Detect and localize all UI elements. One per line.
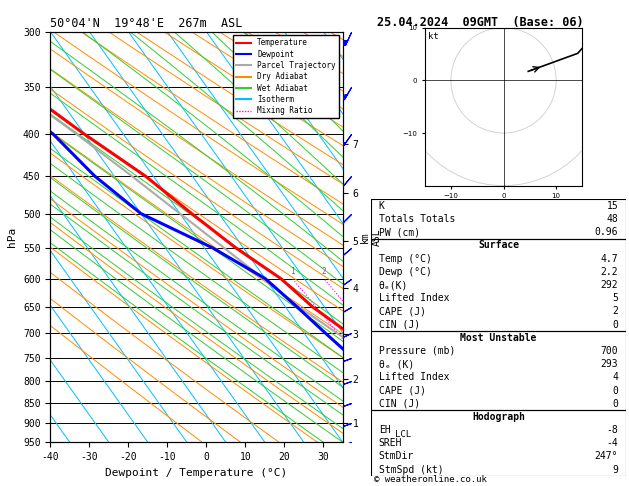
Text: θₑ(K): θₑ(K)	[379, 280, 408, 290]
Y-axis label: hPa: hPa	[8, 227, 18, 247]
Text: Surface: Surface	[478, 241, 519, 250]
Text: 4.7: 4.7	[601, 254, 618, 263]
Text: StmDir: StmDir	[379, 451, 414, 462]
Text: StmSpd (kt): StmSpd (kt)	[379, 465, 443, 475]
Text: Temp (°C): Temp (°C)	[379, 254, 431, 263]
Text: 5: 5	[613, 293, 618, 303]
Text: Hodograph: Hodograph	[472, 412, 525, 422]
Text: 0: 0	[613, 320, 618, 330]
Text: 48: 48	[606, 214, 618, 224]
Text: 4: 4	[613, 372, 618, 382]
Text: θₑ (K): θₑ (K)	[379, 359, 414, 369]
Legend: Temperature, Dewpoint, Parcel Trajectory, Dry Adiabat, Wet Adiabat, Isotherm, Mi: Temperature, Dewpoint, Parcel Trajectory…	[233, 35, 339, 118]
Text: 293: 293	[601, 359, 618, 369]
Y-axis label: km
ASL: km ASL	[360, 228, 381, 246]
Text: CAPE (J): CAPE (J)	[379, 385, 426, 396]
Text: 2: 2	[613, 306, 618, 316]
Text: Totals Totals: Totals Totals	[379, 214, 455, 224]
Text: © weatheronline.co.uk: © weatheronline.co.uk	[374, 474, 487, 484]
Text: SREH: SREH	[379, 438, 403, 448]
Text: 1: 1	[290, 267, 294, 277]
Text: LCL: LCL	[396, 430, 411, 439]
Text: Most Unstable: Most Unstable	[460, 333, 537, 343]
X-axis label: Dewpoint / Temperature (°C): Dewpoint / Temperature (°C)	[106, 468, 287, 478]
Text: CIN (J): CIN (J)	[379, 320, 420, 330]
Text: 292: 292	[601, 280, 618, 290]
Text: Pressure (mb): Pressure (mb)	[379, 346, 455, 356]
Text: 0: 0	[613, 399, 618, 409]
Text: K: K	[379, 201, 384, 211]
Text: 700: 700	[601, 346, 618, 356]
Text: PW (cm): PW (cm)	[379, 227, 420, 237]
Text: Lifted Index: Lifted Index	[379, 293, 449, 303]
Text: kt: kt	[428, 33, 438, 41]
Text: EH: EH	[379, 425, 391, 435]
Text: -4: -4	[606, 438, 618, 448]
Text: Dewp (°C): Dewp (°C)	[379, 267, 431, 277]
Text: 2.2: 2.2	[601, 267, 618, 277]
Text: 9: 9	[613, 465, 618, 475]
Text: 2: 2	[321, 267, 326, 277]
Text: 25.04.2024  09GMT  (Base: 06): 25.04.2024 09GMT (Base: 06)	[377, 16, 584, 29]
Text: -8: -8	[606, 425, 618, 435]
Text: 247°: 247°	[594, 451, 618, 462]
Text: CIN (J): CIN (J)	[379, 399, 420, 409]
Text: 0: 0	[613, 385, 618, 396]
Text: 50°04'N  19°48'E  267m  ASL: 50°04'N 19°48'E 267m ASL	[50, 17, 243, 31]
Text: 0.96: 0.96	[594, 227, 618, 237]
Text: CAPE (J): CAPE (J)	[379, 306, 426, 316]
Text: Lifted Index: Lifted Index	[379, 372, 449, 382]
Text: 15: 15	[606, 201, 618, 211]
